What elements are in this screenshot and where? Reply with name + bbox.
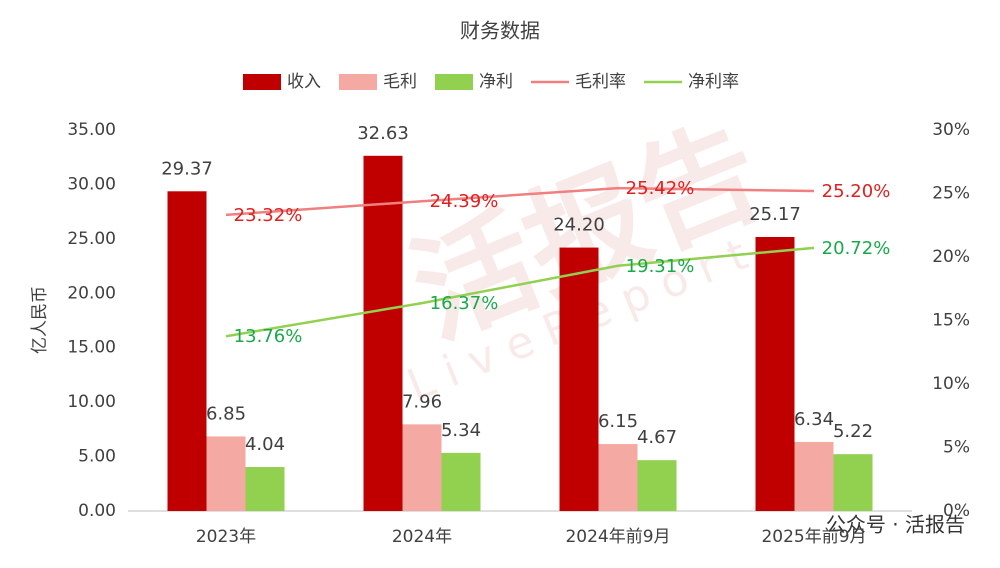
legend-swatch	[435, 74, 473, 90]
bar	[637, 460, 677, 511]
y-tick-label: 10.00	[67, 392, 116, 412]
line-value-label: 23.32%	[234, 205, 303, 226]
legend-swatch	[243, 74, 281, 90]
y-tick-label: 30.00	[67, 174, 116, 194]
y-tick-label: 35.00	[67, 120, 116, 140]
x-tick-label: 2024年前9月	[565, 527, 670, 547]
line-value-label: 13.76%	[234, 326, 303, 347]
bar-value-label: 24.20	[553, 215, 605, 236]
bar	[755, 237, 795, 511]
bar	[598, 444, 638, 511]
legend-label: 毛利	[383, 72, 417, 92]
y2-tick-label: 15%	[932, 311, 970, 331]
bar	[441, 452, 481, 511]
line-value-label: 16.37%	[430, 293, 499, 314]
line	[225, 246, 815, 338]
bar	[402, 424, 442, 511]
legend-label: 净利	[479, 72, 513, 92]
bar-value-label: 29.37	[161, 158, 213, 179]
bar	[245, 467, 285, 511]
y2-tick-label: 30%	[932, 120, 970, 140]
y-tick-label: 25.00	[67, 229, 116, 249]
bar-value-label: 4.04	[245, 434, 285, 455]
y-axis-label: 亿人民币	[30, 286, 50, 354]
line	[225, 186, 815, 217]
bar-value-label: 25.17	[749, 204, 801, 225]
bar-value-label: 6.34	[794, 409, 834, 430]
bar-value-label: 5.22	[833, 421, 873, 442]
legend-label: 净利率	[688, 72, 739, 92]
bar-value-label: 6.85	[206, 403, 246, 424]
y-tick-label: 20.00	[67, 283, 116, 303]
line-value-label: 25.42%	[626, 178, 695, 199]
bar-value-label: 4.67	[637, 427, 677, 448]
bar	[559, 247, 599, 511]
bar	[363, 155, 403, 512]
legend-label: 收入	[287, 72, 321, 92]
y2-tick-label: 5%	[943, 438, 970, 458]
y2-tick-label: 25%	[932, 184, 970, 204]
y2-tick-label: 0%	[943, 501, 970, 521]
y2-tick-label: 10%	[932, 374, 970, 394]
x-tick-label: 2023年	[196, 527, 256, 547]
x-tick-label: 2024年	[392, 527, 452, 547]
line-value-label: 20.72%	[822, 238, 891, 259]
line-value-label: 25.20%	[822, 181, 891, 202]
bar-value-label: 6.15	[598, 411, 638, 432]
y-tick-label: 15.00	[67, 338, 116, 358]
bar-value-label: 5.34	[441, 420, 481, 441]
footer: 公众号 · 活报告	[826, 513, 965, 537]
y-tick-label: 0.00	[78, 501, 116, 521]
bar	[167, 191, 207, 512]
bar	[794, 441, 834, 511]
legend-label: 毛利率	[575, 72, 626, 92]
legend-swatch	[339, 74, 377, 90]
bar	[206, 436, 246, 511]
x-tick-label: 2025年前9月	[761, 527, 866, 547]
bar-value-label: 32.63	[357, 123, 409, 144]
bar-value-label: 7.96	[402, 391, 442, 412]
y-tick-label: 5.00	[78, 447, 116, 467]
line-value-label: 19.31%	[626, 256, 695, 277]
bar	[833, 454, 873, 511]
y2-tick-label: 20%	[932, 247, 970, 267]
line-value-label: 24.39%	[430, 191, 499, 212]
chart-title: 财务数据	[460, 19, 540, 43]
